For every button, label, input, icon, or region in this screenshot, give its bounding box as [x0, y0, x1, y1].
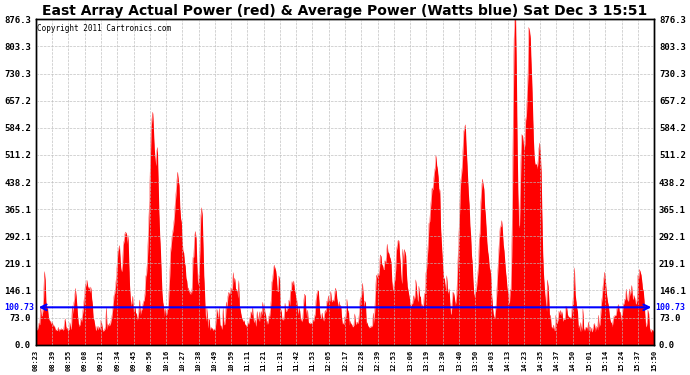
- Title: East Array Actual Power (red) & Average Power (Watts blue) Sat Dec 3 15:51: East Array Actual Power (red) & Average …: [42, 4, 648, 18]
- Text: 100.73: 100.73: [656, 303, 685, 312]
- Text: Copyright 2011 Cartronics.com: Copyright 2011 Cartronics.com: [37, 24, 170, 33]
- Text: 100.73: 100.73: [5, 303, 34, 312]
